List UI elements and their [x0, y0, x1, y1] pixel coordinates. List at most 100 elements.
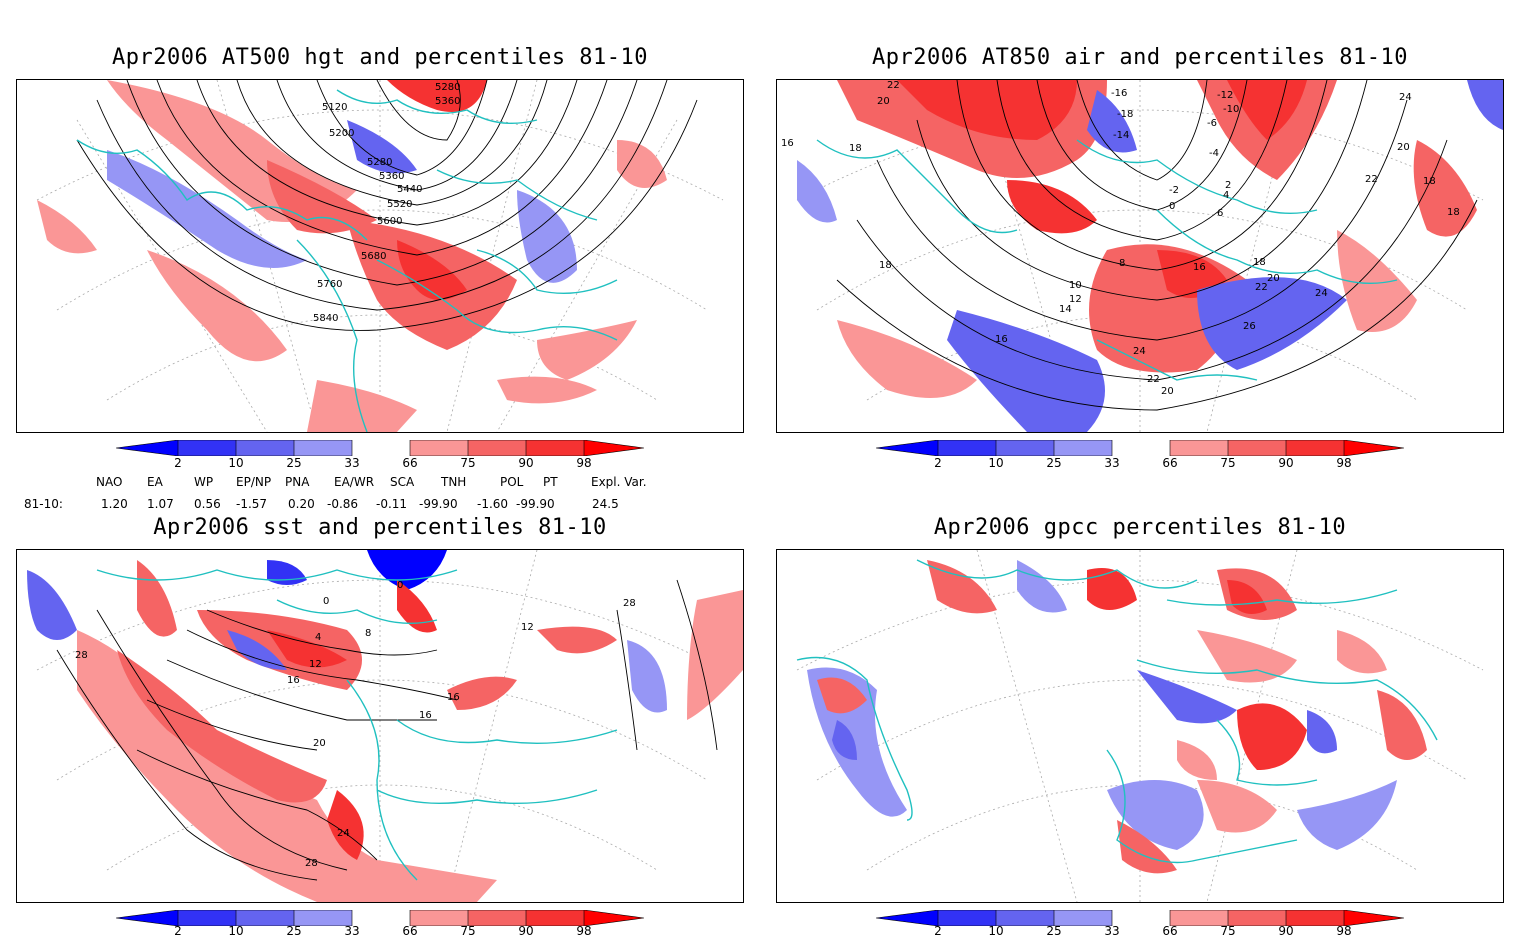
- contour-label: 6: [1217, 208, 1223, 219]
- swatch-25-33: [1054, 910, 1112, 926]
- map-gpcc: [776, 549, 1504, 903]
- colorbar-label: 75: [460, 924, 476, 938]
- colorbar-label: 98: [1336, 924, 1352, 938]
- contour-label: 0: [323, 596, 329, 607]
- contour-label: 18: [849, 143, 862, 154]
- colorbar-label: 10: [988, 924, 1004, 938]
- colorbar-gpcc: 2 10 25 33 66 75 90 98: [875, 909, 1405, 940]
- contour-label: -12: [1217, 90, 1233, 101]
- index-value: -1.60: [477, 497, 509, 511]
- swatch-above-98: [584, 910, 644, 926]
- contour-label: 5280: [367, 157, 392, 168]
- contour-label: 18: [879, 260, 892, 271]
- swatch-90-98: [1286, 440, 1344, 456]
- percentile-shading: [27, 550, 743, 902]
- contour-label: 8: [1119, 258, 1125, 269]
- contour-label: 14: [1059, 304, 1072, 315]
- swatch-2-10: [938, 440, 996, 456]
- contour-label: 18: [1253, 257, 1266, 268]
- contour-label: 28: [75, 650, 88, 661]
- swatch-2-10: [178, 910, 236, 926]
- contour-label: 4: [1223, 190, 1229, 201]
- percentile-shading: [797, 80, 1503, 432]
- contour-label: 5600: [377, 216, 402, 227]
- index-header: POL: [500, 475, 524, 489]
- colorbar-label: 25: [286, 924, 302, 938]
- contour-label: 18: [1423, 176, 1436, 187]
- swatch-above-98: [584, 440, 644, 456]
- contour-label: 20: [1161, 386, 1174, 397]
- index-header: NAO: [96, 475, 123, 489]
- graticule: [36, 550, 724, 902]
- swatch-90-98: [1286, 910, 1344, 926]
- percentile-shading: [807, 560, 1427, 874]
- contour-label: 5440: [397, 184, 422, 195]
- index-header: PNA: [285, 475, 310, 489]
- contour-label: 22: [887, 80, 900, 91]
- index-value: -1.57: [236, 497, 268, 511]
- contour-label: 5200: [329, 128, 354, 139]
- contour-label: 5680: [361, 251, 386, 262]
- contour-label: 28: [623, 598, 636, 609]
- colorbar-label: 33: [344, 456, 360, 470]
- index-value: -0.86: [327, 497, 359, 511]
- colorbar-air850-swatches: [875, 439, 1405, 457]
- contour-label: -2: [1169, 185, 1179, 196]
- index-value: -99.90: [419, 497, 458, 511]
- contour-label: -10: [1223, 104, 1239, 115]
- contour-label: 12: [1069, 294, 1082, 305]
- contour-label: 20: [1397, 142, 1410, 153]
- colorbar-air850: 2 10 25 33 66 75 90 98: [875, 439, 1405, 470]
- colorbar-label: 33: [344, 924, 360, 938]
- contour-label: 0: [1169, 201, 1175, 212]
- contour-label: 5360: [435, 96, 460, 107]
- contour-label: 10: [1069, 280, 1082, 291]
- map-hgt500-canvas: 5280 5360 5120 5200 5280 5360 5440 5520 …: [36, 80, 724, 432]
- index-value: -99.90: [516, 497, 555, 511]
- swatch-66-75: [410, 910, 468, 926]
- map-hgt500: 5280 5360 5120 5200 5280 5360 5440 5520 …: [16, 79, 744, 433]
- contour-label: 24: [1315, 288, 1328, 299]
- colorbar-label: 98: [576, 924, 592, 938]
- colorbar-label: 90: [1278, 456, 1294, 470]
- colorbar-label: 33: [1104, 456, 1120, 470]
- colorbar-label: 90: [518, 456, 534, 470]
- swatch-75-90: [468, 910, 526, 926]
- colorbar-gpcc-swatches: [875, 909, 1405, 927]
- coastlines: [816, 139, 1398, 381]
- contour-label: 12: [521, 622, 534, 633]
- swatch-66-75: [410, 440, 468, 456]
- index-value: 0.20: [288, 497, 315, 511]
- colorbar-label: 2: [174, 924, 182, 938]
- colorbar-label: 25: [1046, 924, 1062, 938]
- index-value: -0.11: [376, 497, 408, 511]
- colorbar-label: 75: [1220, 456, 1236, 470]
- contour-label: 0: [397, 580, 403, 591]
- contour-label: 5120: [322, 102, 347, 113]
- swatch-2-10: [938, 910, 996, 926]
- colorbar-label: 10: [228, 924, 244, 938]
- contour-label: 24: [1133, 346, 1146, 357]
- colorbar-sst-swatches: [115, 909, 645, 927]
- colorbar-sst: 2 10 25 33 66 75 90 98: [115, 909, 645, 940]
- colorbar-label: 75: [460, 456, 476, 470]
- index-header: EP/NP: [236, 475, 272, 489]
- colorbar-label: 10: [988, 456, 1004, 470]
- swatch-75-90: [1228, 910, 1286, 926]
- height-contours: [76, 80, 698, 331]
- contour-label: 20: [1267, 273, 1280, 284]
- contour-label: 20: [313, 738, 326, 749]
- colorbar-label: 25: [1046, 456, 1062, 470]
- contour-label: -18: [1117, 109, 1133, 120]
- contour-label: 24: [1399, 92, 1412, 103]
- swatch-above-98: [1344, 910, 1404, 926]
- colorbar-label: 33: [1104, 924, 1120, 938]
- colorbar-hgt500: 2 10 25 33 66 75 90 98: [115, 439, 645, 470]
- swatch-below-2: [116, 440, 178, 456]
- map-sst: 0 0 4 8 12 16 16 16 20 24 28 28 28 12: [16, 549, 744, 903]
- temperature-contours: [836, 80, 1478, 411]
- colorbar-label: 75: [1220, 924, 1236, 938]
- contour-label: 2: [1225, 180, 1231, 191]
- contour-label: 5280: [435, 82, 460, 93]
- contour-label: 16: [781, 138, 794, 149]
